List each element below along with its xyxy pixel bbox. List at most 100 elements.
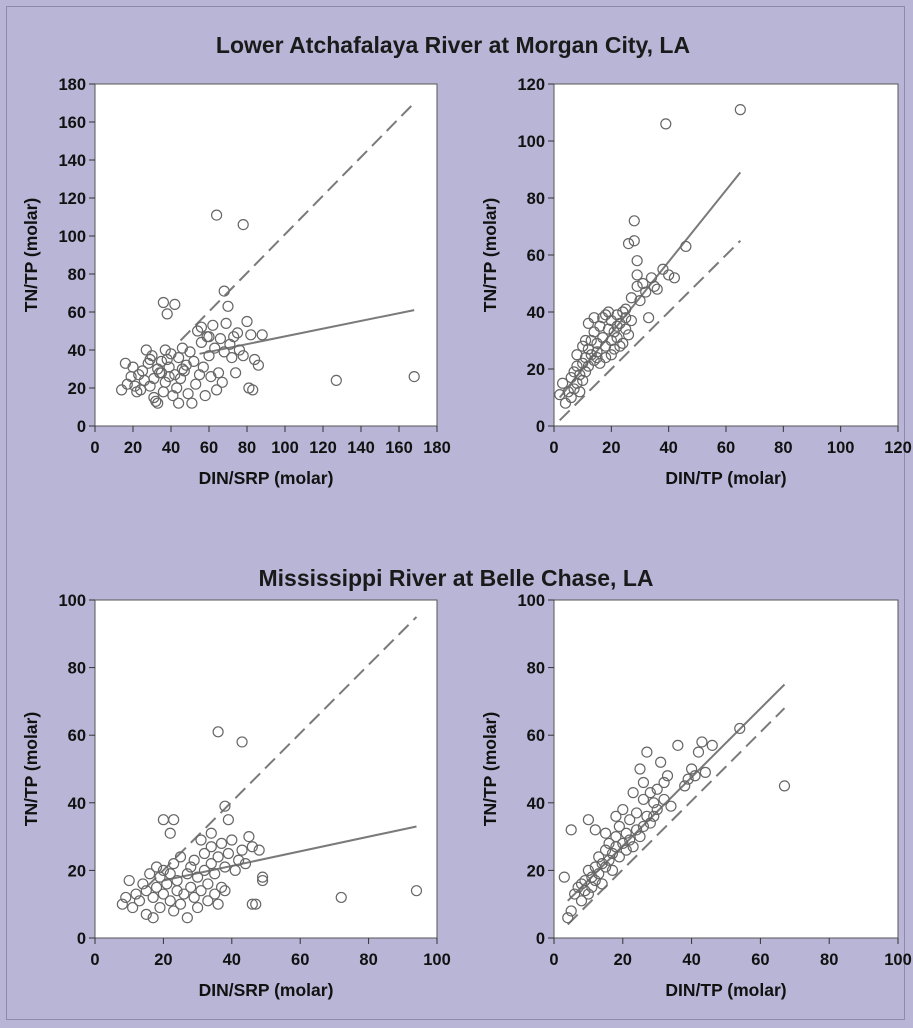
data-point — [190, 378, 202, 390]
data-point — [637, 820, 650, 833]
data-point — [588, 326, 600, 338]
data-point — [617, 837, 629, 849]
data-point — [140, 885, 152, 897]
y-axis-label: TN/TP (molar) — [480, 712, 500, 826]
data-point — [211, 384, 223, 396]
data-point — [236, 844, 248, 856]
x-tick-label: 40 — [162, 439, 180, 457]
data-point — [606, 847, 619, 860]
data-point — [252, 359, 264, 371]
section-title-top: Lower Atchafalaya River at Morgan City, … — [216, 32, 690, 58]
data-point — [203, 331, 215, 343]
y-tick-label: 20 — [527, 361, 545, 379]
data-point — [608, 343, 620, 355]
y-axis-label: TN/TP (molar) — [21, 198, 41, 312]
data-point — [589, 874, 601, 887]
data-point — [181, 868, 193, 880]
data-point — [614, 340, 626, 352]
data-point — [335, 891, 347, 904]
data-point — [239, 858, 252, 870]
y-tick-label: 20 — [68, 862, 86, 880]
one-to-one-dashed-line — [145, 616, 418, 889]
data-point — [220, 317, 232, 329]
data-point — [171, 382, 183, 394]
data-point — [582, 360, 595, 372]
data-point — [588, 312, 600, 324]
data-point — [589, 824, 601, 836]
data-point — [230, 367, 242, 379]
data-point — [226, 834, 238, 846]
data-point — [579, 334, 592, 347]
data-point — [127, 361, 139, 373]
figure-frame — [6, 6, 905, 1020]
data-point — [644, 817, 656, 829]
data-point — [582, 864, 595, 877]
data-point — [637, 793, 650, 806]
y-tick-label: 0 — [536, 418, 545, 436]
data-point — [159, 376, 171, 388]
data-point — [668, 272, 681, 284]
data-point — [163, 371, 175, 383]
data-point — [651, 783, 663, 795]
data-point — [249, 353, 261, 366]
x-tick-label: 60 — [751, 951, 769, 969]
data-point — [198, 847, 211, 860]
data-point — [565, 824, 577, 836]
data-point — [611, 320, 623, 332]
data-point — [192, 871, 204, 883]
data-point — [651, 803, 663, 816]
data-point — [250, 898, 262, 910]
data-point — [628, 235, 640, 247]
y-tick-label: 20 — [527, 862, 545, 880]
data-point — [237, 219, 249, 231]
data-point — [219, 861, 231, 873]
data-point — [631, 280, 643, 292]
y-tick-label: 80 — [68, 266, 86, 284]
data-point — [658, 776, 670, 789]
data-point — [568, 383, 580, 395]
x-tick-label: 60 — [200, 439, 218, 457]
y-tick-label: 40 — [527, 795, 545, 813]
data-point — [188, 355, 200, 367]
data-point — [115, 384, 128, 396]
data-point — [641, 746, 653, 758]
data-point — [209, 342, 221, 354]
x-tick-label: 80 — [238, 439, 256, 457]
data-point — [157, 864, 169, 877]
y-tick-label: 40 — [68, 795, 86, 813]
x-tick-label: 40 — [682, 951, 700, 969]
data-point — [599, 861, 612, 873]
data-point — [168, 905, 180, 917]
data-point — [630, 824, 643, 836]
data-point — [582, 317, 595, 329]
data-point — [228, 331, 240, 343]
x-tick-label: 100 — [271, 439, 299, 457]
y-tick-label: 100 — [517, 592, 545, 610]
data-point — [236, 736, 248, 748]
data-point — [569, 888, 581, 900]
data-point — [631, 255, 643, 267]
data-point — [188, 891, 200, 904]
data-point — [256, 874, 269, 887]
y-tick-label: 0 — [536, 930, 545, 948]
y-tick-label: 80 — [527, 190, 545, 208]
data-point — [577, 340, 589, 352]
data-point — [195, 834, 207, 846]
y-tick-label: 60 — [527, 727, 545, 745]
data-point — [150, 881, 163, 893]
y-tick-label: 60 — [527, 247, 545, 265]
data-point — [222, 814, 234, 826]
data-point — [574, 386, 586, 398]
data-point — [218, 346, 230, 358]
data-point — [120, 891, 132, 904]
data-point — [608, 326, 620, 338]
y-tick-label: 80 — [68, 660, 86, 678]
data-point — [648, 280, 660, 292]
data-point — [184, 346, 196, 358]
data-point — [127, 901, 139, 914]
data-point — [140, 344, 152, 356]
data-point — [620, 844, 632, 856]
data-point — [192, 325, 204, 337]
data-point — [586, 881, 598, 893]
data-point — [410, 885, 423, 897]
